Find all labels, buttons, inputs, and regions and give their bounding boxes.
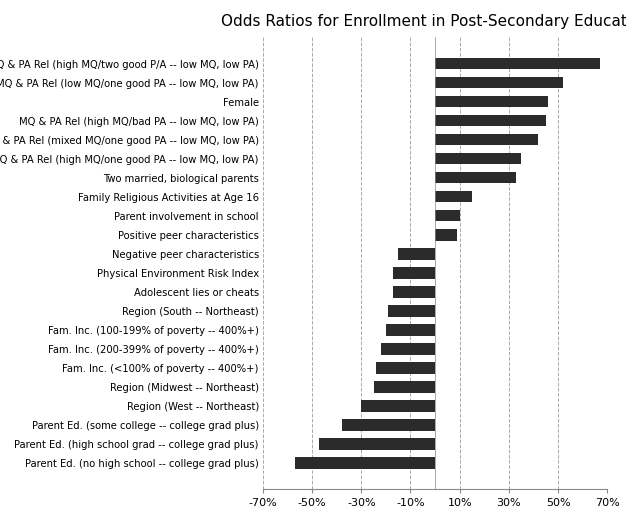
Bar [398,248,435,260]
Bar [361,401,435,412]
Bar [435,210,459,221]
Bar [393,267,435,279]
Bar [393,286,435,297]
Bar [381,343,435,355]
Bar [435,191,472,203]
Title: Odds Ratios for Enrollment in Post-Secondary Education: Odds Ratios for Enrollment in Post-Secon… [220,14,626,29]
Bar [342,419,435,431]
Bar [435,96,548,107]
Bar [386,324,435,336]
Bar [435,58,600,69]
Bar [374,381,435,393]
Bar [388,305,435,317]
Bar [435,134,538,145]
Bar [295,458,435,469]
Bar [435,229,457,240]
Bar [435,77,563,88]
Bar [435,153,521,164]
Bar [319,438,435,450]
Bar [376,362,435,373]
Bar [435,172,516,184]
Bar [435,115,546,126]
